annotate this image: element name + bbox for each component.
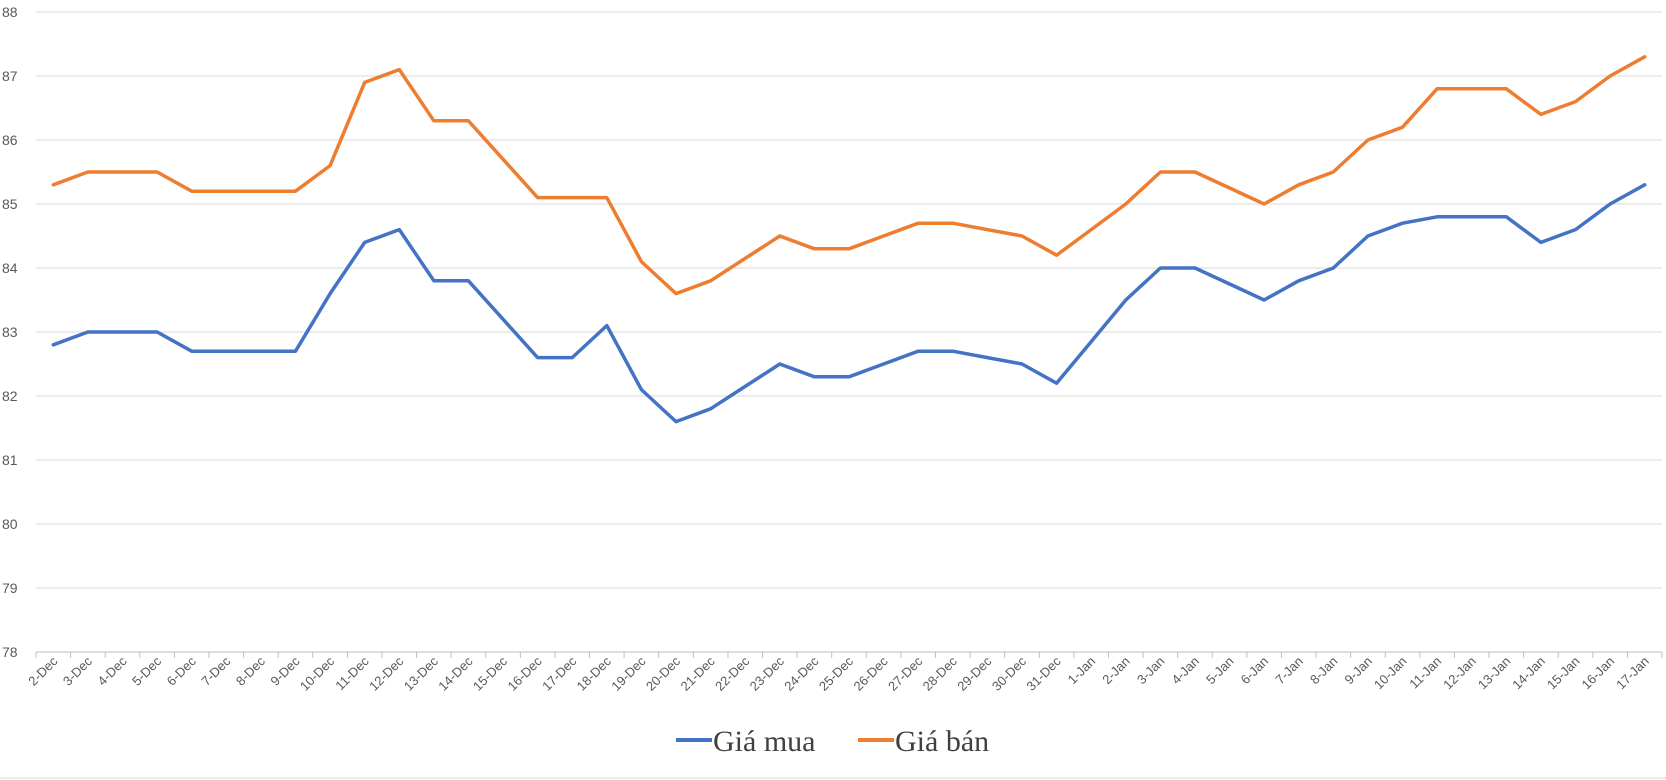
x-tick-label: 4-Dec bbox=[94, 653, 129, 688]
x-axis bbox=[35, 651, 1663, 658]
x-tick-label: 10-Jan bbox=[1371, 654, 1410, 693]
y-tick-label: 80 bbox=[2, 516, 18, 532]
legend-label-gia-mua: Giá mua bbox=[713, 725, 815, 758]
x-tick-label: 10-Dec bbox=[297, 653, 338, 694]
x-tick-label: 26-Dec bbox=[850, 653, 891, 694]
x-tick-label: 11-Dec bbox=[332, 653, 372, 693]
y-axis-ticks: 78 79 80 81 82 83 84 85 86 87 88 bbox=[2, 4, 18, 660]
x-tick-label: 2-Jan bbox=[1099, 654, 1133, 688]
y-tick-label: 85 bbox=[2, 196, 18, 212]
x-tick-label: 3-Dec bbox=[60, 653, 95, 688]
x-axis-ticks: 2-Dec 3-Dec 4-Dec 5-Dec 6-Dec 7-Dec 8-Dec 9-Dec… bbox=[25, 653, 1652, 694]
x-tick-label: 30-Dec bbox=[989, 653, 1030, 694]
series-lines bbox=[51, 55, 1647, 424]
x-tick-label: 31-Dec bbox=[1023, 653, 1064, 694]
x-tick-label: 25-Dec bbox=[816, 653, 857, 694]
y-tick-label: 78 bbox=[2, 644, 18, 660]
x-tick-label: 19-Dec bbox=[608, 653, 649, 694]
y-tick-label: 79 bbox=[2, 580, 18, 596]
series-line-1 bbox=[51, 55, 1647, 296]
x-tick-label: 24-Dec bbox=[781, 653, 822, 694]
x-tick-label: 16-Dec bbox=[505, 653, 546, 694]
x-tick-label: 8-Dec bbox=[233, 653, 268, 688]
x-tick-label: 14-Dec bbox=[435, 653, 476, 694]
x-tick-label: 7-Jan bbox=[1272, 654, 1306, 688]
y-tick-label: 87 bbox=[2, 68, 18, 84]
x-tick-label: 13-Jan bbox=[1475, 654, 1514, 693]
series-line-0 bbox=[51, 183, 1647, 424]
x-tick-label: 2-Dec bbox=[25, 653, 60, 688]
x-tick-label: 11-Jan bbox=[1406, 654, 1444, 692]
x-tick-label: 18-Dec bbox=[574, 653, 615, 694]
x-tick-label: 17-Jan bbox=[1613, 654, 1652, 693]
x-tick-label: 5-Dec bbox=[129, 653, 164, 688]
y-tick-label: 86 bbox=[2, 132, 18, 148]
x-tick-label: 15-Jan bbox=[1544, 654, 1583, 693]
x-tick-label: 3-Jan bbox=[1134, 654, 1168, 688]
x-tick-label: 5-Jan bbox=[1203, 654, 1237, 688]
legend: Giá mua Giá bán bbox=[676, 725, 989, 758]
x-tick-label: 6-Jan bbox=[1238, 654, 1272, 688]
x-tick-label: 14-Jan bbox=[1509, 654, 1548, 693]
x-tick-label: 21-Dec bbox=[677, 653, 718, 694]
y-tick-label: 84 bbox=[2, 260, 18, 276]
legend-label-gia-ban: Giá bán bbox=[895, 725, 989, 758]
x-tick-label: 22-Dec bbox=[712, 653, 753, 694]
x-tick-label: 15-Dec bbox=[470, 653, 511, 694]
y-tick-label: 81 bbox=[2, 452, 18, 468]
y-tick-label: 83 bbox=[2, 324, 18, 340]
gridlines bbox=[36, 11, 1662, 589]
y-tick-label: 88 bbox=[2, 4, 18, 20]
x-tick-label: 20-Dec bbox=[643, 653, 684, 694]
x-tick-label: 28-Dec bbox=[920, 653, 961, 694]
x-tick-label: 12-Jan bbox=[1440, 654, 1479, 693]
x-tick-label: 29-Dec bbox=[954, 653, 995, 694]
x-tick-label: 27-Dec bbox=[885, 653, 926, 694]
x-tick-label: 12-Dec bbox=[366, 653, 407, 694]
x-tick-label: 1-Jan bbox=[1065, 654, 1099, 688]
x-tick-label: 8-Jan bbox=[1307, 654, 1341, 688]
x-tick-label: 7-Dec bbox=[198, 653, 233, 688]
x-tick-label: 13-Dec bbox=[401, 653, 442, 694]
x-tick-label: 17-Dec bbox=[539, 653, 580, 694]
x-tick-label: 4-Jan bbox=[1168, 654, 1202, 688]
y-tick-label: 82 bbox=[2, 388, 18, 404]
x-tick-label: 16-Jan bbox=[1579, 654, 1618, 693]
x-tick-label: 23-Dec bbox=[747, 653, 788, 694]
x-tick-label: 6-Dec bbox=[164, 653, 199, 688]
